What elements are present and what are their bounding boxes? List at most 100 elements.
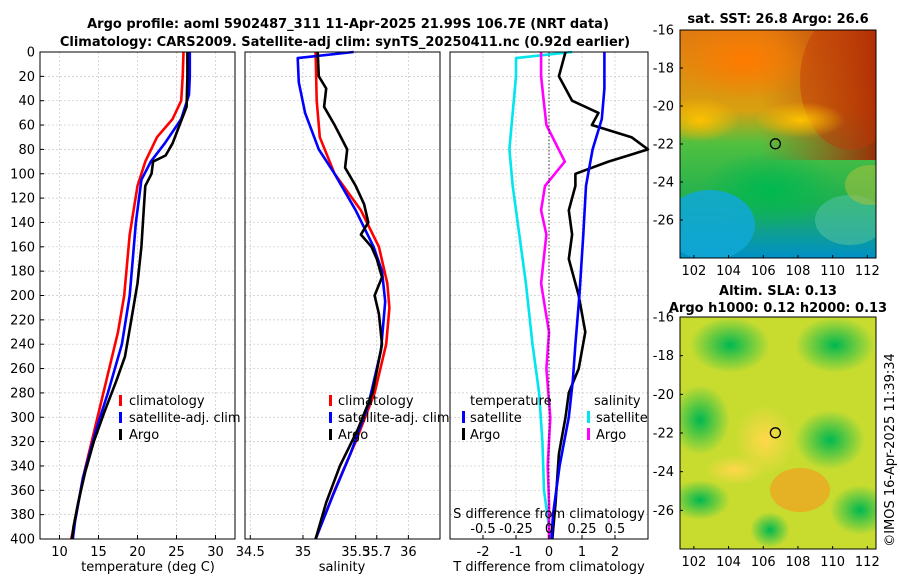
temperature-grid <box>40 51 235 540</box>
sla-map-title: Altim. SLA: 0.13 <box>719 284 837 299</box>
temperature-panel: 0 20 40 60 80 100 120 140 160 180 200 220 240 260 280 3… <box>10 46 240 576</box>
depth-tick-label: 220 <box>10 313 35 328</box>
sst-argo-location-marker <box>769 138 782 150</box>
lon-tick-label: 104 <box>716 555 741 570</box>
lon-tick-label: 106 <box>751 264 776 279</box>
salinity-legend: climatology satellite-adj. clim Argo <box>329 394 450 443</box>
depth-tick-label: 320 <box>10 435 35 450</box>
t-difference-xlabel: T difference from climatology <box>452 560 645 575</box>
salinity-x-axis: 34.5 35 35.535.7 36 <box>236 535 417 560</box>
lat-tick-label: -24 <box>653 176 674 191</box>
sla-map-axes: 102 104 106 108 110 112 -16 -18 -20 -22 -24 -26 <box>653 311 880 571</box>
x-tick-label: 35.7 <box>362 545 391 560</box>
depth-tick-label: 300 <box>10 411 35 426</box>
legend-label-satellite: satellite-adj. clim <box>129 411 241 426</box>
depth-tick-label: 140 <box>10 216 35 231</box>
x-tick-label: 1 <box>578 545 586 560</box>
temperature-lines <box>69 51 192 540</box>
salinity-xlabel: salinity <box>319 560 366 575</box>
figure-title-line1: Argo profile: aoml 5902487_311 11-Apr-20… <box>87 17 609 32</box>
x-tick-label: 25 <box>168 545 185 560</box>
series-line-t-argo <box>551 51 650 540</box>
x-tick-label: 20 <box>129 545 146 560</box>
series-line-satellite-adj-clim <box>296 50 387 540</box>
series-line-t-satellite <box>508 50 573 540</box>
legend-label-t-argo: Argo <box>470 428 500 443</box>
legend-swatch-s-satellite <box>587 411 590 423</box>
x-tick-label: 2 <box>611 545 619 560</box>
x-tick-label: 0 <box>545 545 553 560</box>
lon-tick-label: 108 <box>786 264 811 279</box>
legend-swatch-satellite <box>119 412 122 423</box>
lon-tick-label: 102 <box>681 555 706 570</box>
legend-label-climatology: climatology <box>338 394 414 409</box>
lat-tick-label: -24 <box>653 465 674 480</box>
s-tick-label: -0.25 <box>499 522 533 537</box>
t-difference-x-axis: -2 -1 0 1 2 <box>477 535 619 560</box>
legend-title-temperature: temperature <box>470 394 552 409</box>
salinity-panel: 34.5 35 35.535.7 36 salinity climatology sa… <box>236 50 450 575</box>
legend-swatch-climatology <box>329 395 332 406</box>
sla-map-panel: Altim. SLA: 0.13 Argo h1000: 0.12 h2000:… <box>653 284 887 571</box>
x-tick-label: 35 <box>295 545 312 560</box>
legend-swatch-t-argo <box>462 428 465 440</box>
s-tick-label: 0.5 <box>605 522 626 537</box>
x-tick-label: 34.5 <box>236 545 265 560</box>
series-line-s-argo <box>539 52 567 539</box>
x-tick-label: 10 <box>51 545 68 560</box>
legend-swatch-satellite <box>329 412 332 423</box>
lat-tick-label: -16 <box>653 24 674 39</box>
temperature-x-axis: 10 15 20 25 30 <box>51 535 224 560</box>
lat-tick-label: -18 <box>653 349 674 364</box>
legend-swatch-climatology <box>119 395 122 406</box>
depth-tick-label: 40 <box>18 94 35 109</box>
legend-label-argo: Argo <box>338 428 368 443</box>
depth-tick-label: 80 <box>18 143 35 158</box>
depth-tick-label: 100 <box>10 167 35 182</box>
legend-swatch-t-satellite <box>462 411 465 423</box>
salinity-grid <box>245 51 440 540</box>
legend-swatch-argo <box>329 429 332 440</box>
lon-tick-label: 106 <box>751 555 776 570</box>
lat-tick-label: -26 <box>653 214 674 229</box>
depth-tick-label: 360 <box>10 484 35 499</box>
s-tick-label: 0 <box>545 522 553 537</box>
x-tick-label: -2 <box>477 545 490 560</box>
legend-label-s-argo: Argo <box>596 428 626 443</box>
s-difference-axis: -0.5 -0.25 0 0.25 0.5 <box>470 522 625 537</box>
lat-tick-label: -22 <box>653 427 674 442</box>
lat-tick-label: -26 <box>653 504 674 519</box>
legend-label-t-satellite: satellite <box>470 411 522 426</box>
legend-label-climatology: climatology <box>129 394 205 409</box>
sla-argo-location-marker <box>769 427 782 439</box>
depth-tick-label: 0 <box>27 46 35 61</box>
salinity-lines <box>296 50 391 540</box>
lat-tick-label: -20 <box>653 100 674 115</box>
depth-tick-label: 240 <box>10 338 35 353</box>
temperature-xlabel: temperature (deg C) <box>81 560 215 575</box>
series-line-s-satellite <box>550 52 606 540</box>
difference-lines <box>508 50 650 540</box>
salinity-axes-frame <box>244 51 441 540</box>
depth-axis: 0 20 40 60 80 100 120 140 160 180 200 220 240 260 280 3… <box>10 46 44 548</box>
depth-tick-label: 20 <box>18 70 35 85</box>
difference-legend: temperature salinity satellite Argo sate… <box>462 394 648 443</box>
depth-tick-label: 260 <box>10 362 35 377</box>
sst-map-axes: 102 104 106 108 110 112 -16 -18 -20 -22 -24 -26 <box>653 24 880 280</box>
depth-tick-label: 200 <box>10 289 35 304</box>
legend-swatch-s-argo <box>587 428 590 440</box>
sst-map-title: sat. SST: 26.8 Argo: 26.6 <box>687 12 868 27</box>
lon-tick-label: 112 <box>855 555 880 570</box>
lon-tick-label: 108 <box>786 555 811 570</box>
sst-map-image <box>680 30 876 258</box>
legend-title-salinity: salinity <box>594 394 641 409</box>
lon-tick-label: 104 <box>716 264 741 279</box>
depth-tick-label: 280 <box>10 386 35 401</box>
figure-title-line2: Climatology: CARS2009. Satellite-adj cli… <box>60 35 630 50</box>
x-tick-label: 15 <box>90 545 107 560</box>
depth-tick-label: 340 <box>10 459 35 474</box>
legend-label-argo: Argo <box>129 428 159 443</box>
series-line-argo <box>70 52 189 540</box>
s-tick-label: -0.5 <box>470 522 495 537</box>
